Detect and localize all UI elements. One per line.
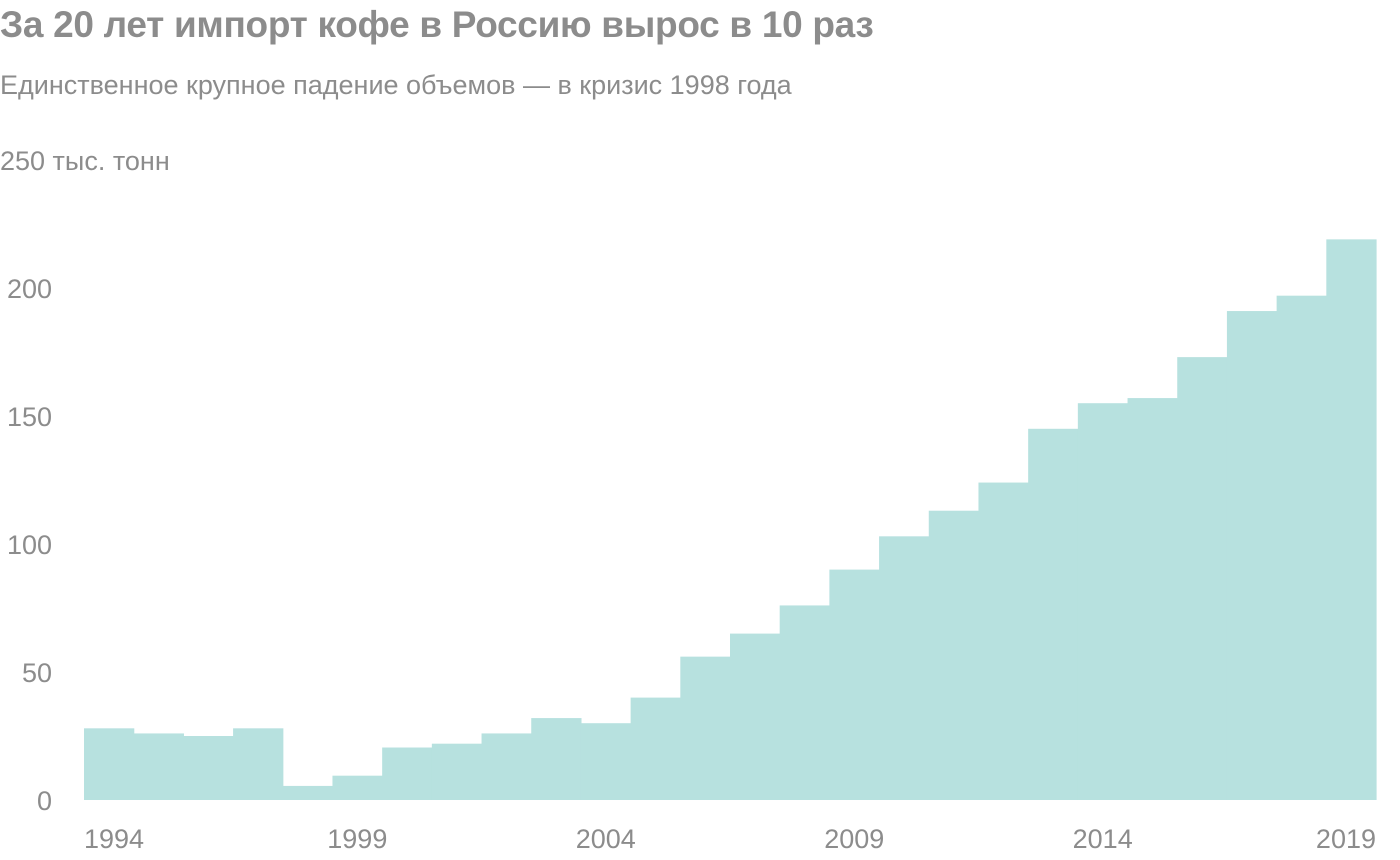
y-tick-label: 0 xyxy=(37,786,52,816)
x-tick-label: 2009 xyxy=(824,824,884,854)
bar-2012 xyxy=(978,482,1029,800)
bar-1996 xyxy=(183,736,234,800)
bar-1997 xyxy=(233,728,284,800)
y-axis-ticks: 0 50 100 150 200 250 тыс. тонн xyxy=(0,146,170,816)
bar-2010 xyxy=(879,536,930,800)
x-tick-label: 2019 xyxy=(1316,824,1376,854)
bar-2003 xyxy=(531,718,582,800)
bars-group xyxy=(84,239,1377,801)
y-tick-label: 50 xyxy=(22,658,52,688)
bar-1995 xyxy=(133,733,184,800)
bar-2008 xyxy=(779,605,830,800)
bar-2000 xyxy=(382,747,433,800)
y-tick-label: 250 тыс. тонн xyxy=(0,146,170,176)
x-tick-label: 2004 xyxy=(576,824,636,854)
bar-2016 xyxy=(1177,357,1228,800)
bar-2011 xyxy=(928,510,980,800)
bar-2013 xyxy=(1028,428,1079,800)
x-tick-label: 1999 xyxy=(327,824,387,854)
x-axis-ticks: 1994 1999 2004 2009 2014 2019 xyxy=(84,824,1376,854)
bar-1998 xyxy=(282,785,334,800)
bar-2014 xyxy=(1077,403,1129,800)
bar-2005 xyxy=(630,697,681,800)
y-tick-label: 150 xyxy=(7,402,52,432)
bar-2006 xyxy=(680,656,731,800)
bar-2004 xyxy=(580,723,632,800)
bar-2017 xyxy=(1226,311,1278,800)
bar-2001 xyxy=(431,743,483,800)
bar-2019 xyxy=(1326,239,1377,801)
y-tick-label: 200 xyxy=(7,274,52,304)
bar-2007 xyxy=(730,633,781,800)
bar-2002 xyxy=(481,733,532,800)
chart-subtitle: Единственное крупное падение объемов — в… xyxy=(0,70,792,100)
bar-2018 xyxy=(1276,295,1327,800)
bar-2009 xyxy=(829,569,880,800)
bar-1994 xyxy=(84,728,135,800)
x-tick-label: 2014 xyxy=(1073,824,1133,854)
y-tick-label: 100 xyxy=(7,530,52,560)
bar-1999 xyxy=(332,775,383,800)
bar-2015 xyxy=(1127,398,1178,800)
x-tick-label: 1994 xyxy=(84,824,144,854)
chart-title: За 20 лет импорт кофе в Россию вырос в 1… xyxy=(0,4,874,45)
